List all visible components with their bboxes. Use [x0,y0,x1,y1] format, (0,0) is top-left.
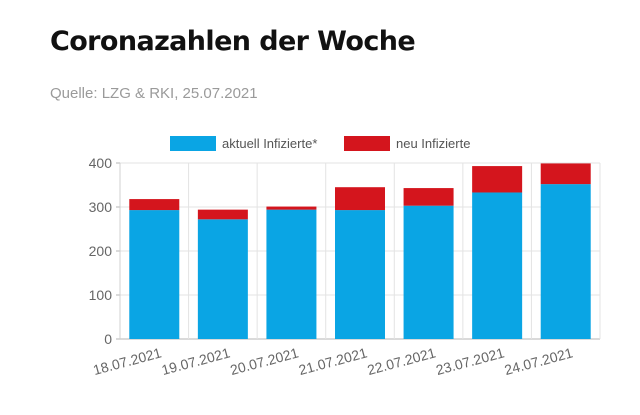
x-tick-label: 19.07.2021 [160,344,232,378]
bar-neu-infizierte[interactable] [540,163,591,185]
x-tick-label: 20.07.2021 [228,344,300,378]
bar-aktuell-infizierte[interactable] [197,219,248,339]
bar-aktuell-infizierte[interactable] [266,209,317,339]
bar-aktuell-infizierte[interactable] [129,210,180,339]
x-tick-label: 21.07.2021 [297,344,369,378]
bar-aktuell-infizierte[interactable] [403,205,454,339]
source-note: Quelle: LZG & RKI, 25.07.2021 [50,85,258,102]
bar-aktuell-infizierte[interactable] [335,210,385,339]
y-tick-label: 300 [89,199,113,215]
x-tick-label: 22.07.2021 [366,344,438,378]
x-tick-label: 18.07.2021 [91,344,163,378]
bar-neu-infizierte[interactable] [403,188,454,206]
bar-neu-infizierte[interactable] [266,206,317,210]
page-title: Coronazahlen der Woche [50,26,416,57]
bar-neu-infizierte[interactable] [472,166,523,193]
bar-neu-infizierte[interactable] [197,209,248,220]
bar-aktuell-infizierte[interactable] [472,192,523,339]
bar-neu-infizierte[interactable] [129,199,180,211]
x-tick-label: 24.07.2021 [503,344,575,378]
legend-neu-infizierte-label[interactable]: neu Infizierte [396,136,470,151]
x-tick-label: 23.07.2021 [434,344,506,378]
legend-aktuell-infizierte-swatch [170,136,216,151]
legend-neu-infizierte-swatch [344,136,390,151]
bar-neu-infizierte[interactable] [335,187,385,211]
bar-aktuell-infizierte[interactable] [540,184,591,339]
legend-aktuell-infizierte-label[interactable]: aktuell Infizierte* [222,136,317,151]
y-tick-label: 0 [104,331,112,347]
y-tick-label: 400 [89,155,113,171]
y-tick-label: 100 [89,287,113,303]
y-tick-label: 200 [89,243,113,259]
